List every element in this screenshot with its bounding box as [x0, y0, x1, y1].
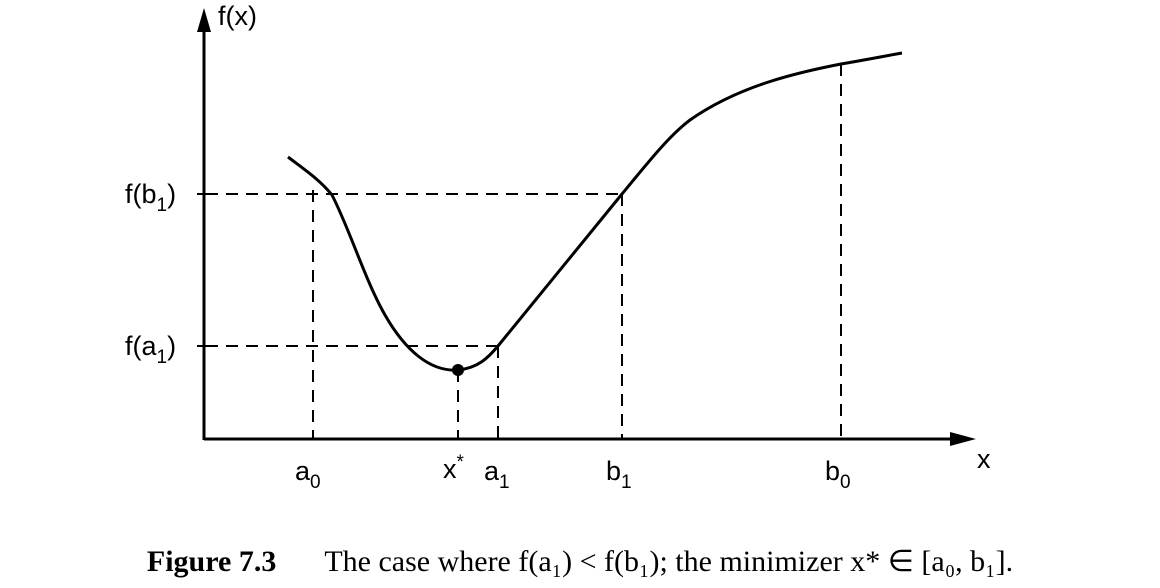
tick-label-b0: b0 [825, 456, 851, 493]
tick-label-a1: a1 [484, 456, 510, 493]
function-curve [287, 51, 903, 372]
x-axis-label: x [977, 444, 991, 474]
caption-text: The case where f(a₁) < f(b₁); the minimi… [324, 545, 1014, 578]
y-axis-arrowhead [197, 8, 211, 32]
dashed-guides [206, 64, 842, 439]
tick-label-a0: a0 [295, 456, 321, 493]
y-axis-label: f(x) [218, 1, 257, 31]
minimizer-point [452, 364, 464, 376]
x-axis-arrowhead [950, 432, 976, 446]
figure-number: Figure 7.3 [146, 545, 277, 578]
figure-caption: Figure 7.3 The case where f(a₁) < f(b₁); … [0, 544, 1160, 579]
tick-label-f-b1: f(b1) [125, 179, 176, 216]
tick-label-b1: b1 [606, 456, 632, 493]
tick-label-f-a1: f(a1) [125, 331, 176, 368]
tick-label-x-star: x* [443, 452, 465, 484]
